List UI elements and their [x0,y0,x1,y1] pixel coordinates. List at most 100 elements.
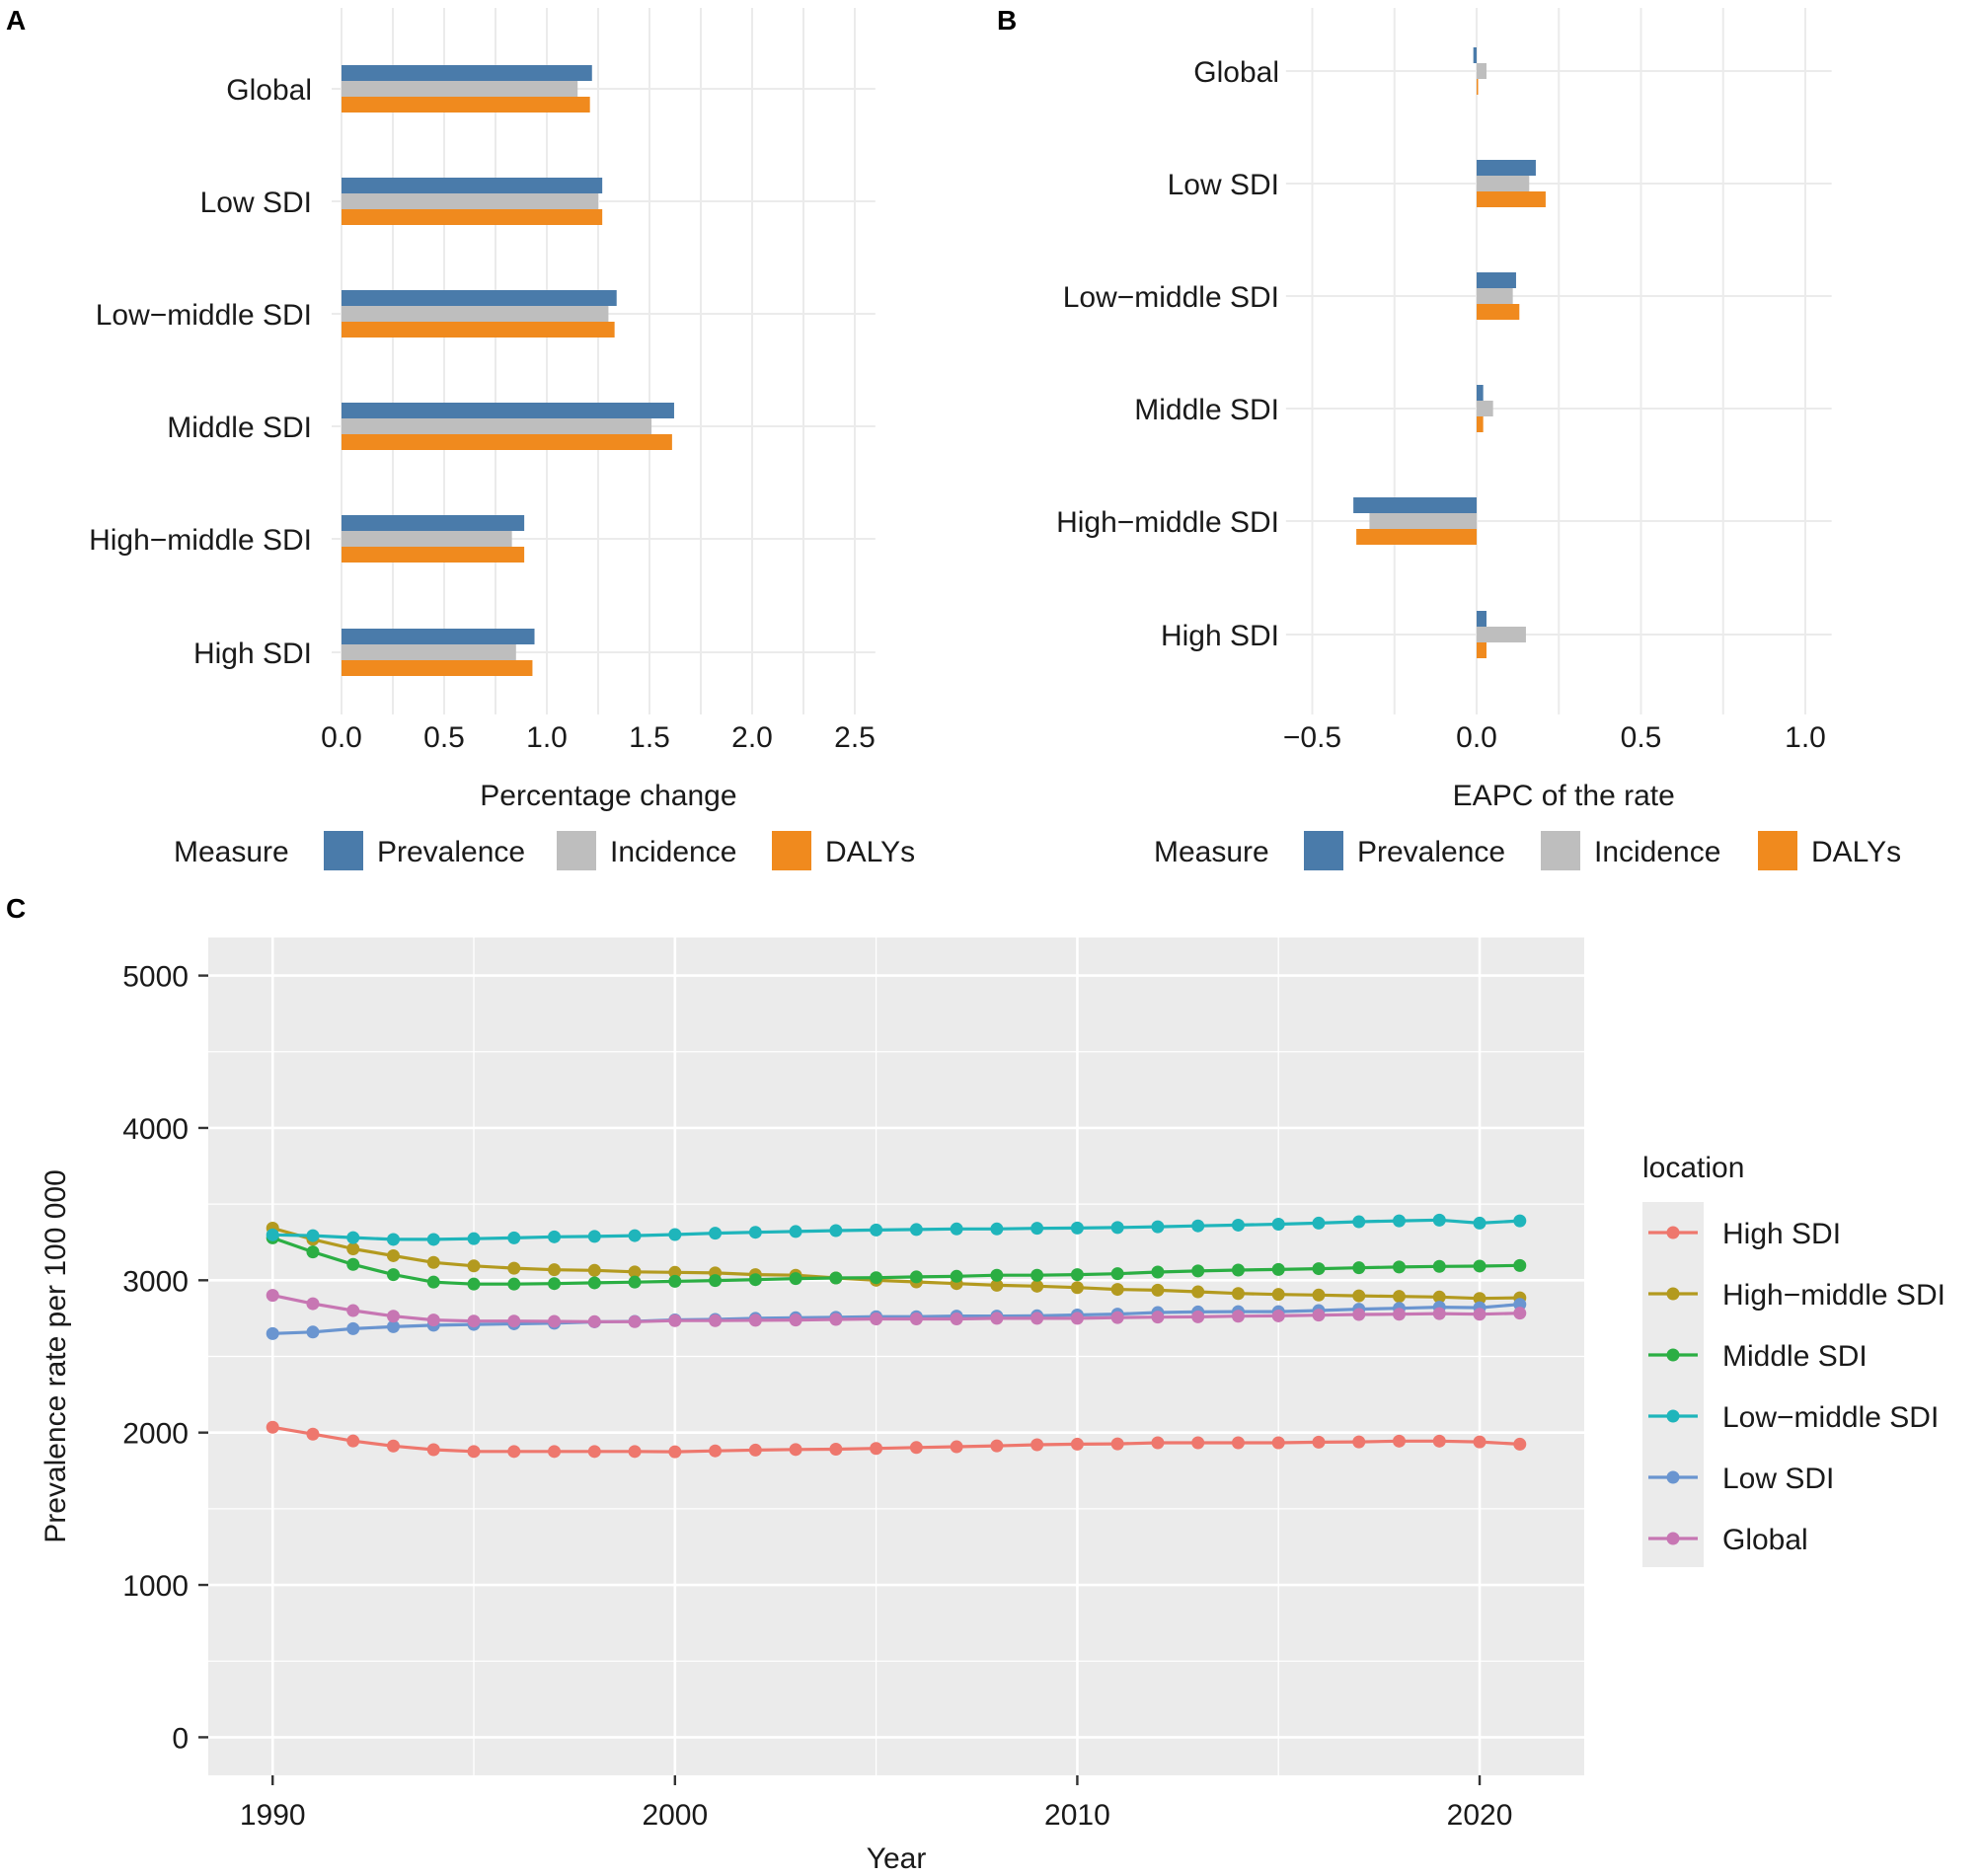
legend-label-prevalence: Prevalence [1357,836,1505,868]
x-tick-label: 0.5 [1621,721,1662,754]
panel-a: A Global Low SDI Low−middle SDI Middle SDI H… [6,5,915,870]
x-tick-label: 2.5 [834,721,876,754]
y-tick-label: 1000 [122,1570,189,1603]
data-point-low-middle-sdi-2018 [1393,1214,1407,1228]
data-point-low-middle-sdi-2020 [1473,1216,1486,1230]
data-point-low-middle-sdi-1998 [587,1230,601,1243]
bar-prevalence-global [342,65,592,81]
legend-key-point-middle-sdi [1666,1348,1680,1362]
bar-dalys-low-sdi [342,209,603,225]
data-point-high-middle-sdi-2000 [668,1265,682,1279]
legend-label-dalys: DALYs [1811,836,1901,868]
data-point-high-sdi-2016 [1312,1435,1326,1449]
data-point-global-2016 [1312,1309,1326,1322]
bar-dalys-global [342,97,590,113]
panel-a-legend: Measure Prevalence Incidence DALYs [174,831,915,870]
data-point-high-middle-sdi-1996 [507,1261,521,1275]
data-point-middle-sdi-2017 [1352,1261,1366,1275]
data-point-low-middle-sdi-1999 [628,1229,642,1242]
data-point-high-sdi-2006 [909,1441,923,1455]
data-point-middle-sdi-1993 [386,1268,400,1282]
data-point-low-sdi-1992 [346,1321,360,1335]
legend-label-high-middle-sdi: High−middle SDI [1722,1279,1945,1312]
data-point-middle-sdi-2002 [748,1273,762,1287]
data-point-low-middle-sdi-1996 [507,1231,521,1244]
x-tick-label: 0.0 [1456,721,1497,754]
y-tick-label: 5000 [122,961,189,994]
bar-dalys-high-sdi [1477,642,1486,658]
data-point-high-middle-sdi-2016 [1312,1288,1326,1302]
data-point-global-2010 [1070,1312,1084,1325]
data-point-global-2014 [1231,1310,1245,1323]
data-point-middle-sdi-2000 [668,1274,682,1288]
panel-b-x-tick-labels: −0.5 0.0 0.5 1.0 [1283,721,1826,754]
panel-a-bars [342,65,674,676]
data-point-middle-sdi-2005 [870,1271,883,1285]
legend-label-low-middle-sdi: Low−middle SDI [1722,1401,1939,1434]
data-point-middle-sdi-2003 [789,1272,802,1286]
legend-label-middle-sdi: Middle SDI [1722,1340,1868,1373]
data-point-global-2008 [990,1312,1004,1325]
data-point-low-middle-sdi-2008 [990,1222,1004,1236]
data-point-high-sdi-2015 [1271,1436,1285,1450]
data-point-low-sdi-2021 [1513,1298,1527,1312]
y-tick-label: 3000 [122,1265,189,1298]
data-point-global-2012 [1151,1311,1165,1324]
bar-prevalence-low-middle-sdi [342,290,617,306]
legend-label-dalys: DALYs [825,836,915,868]
category-label-low-middle-sdi: Low−middle SDI [96,299,312,332]
bar-incidence-middle-sdi [342,418,652,434]
panel-a-category-labels: Global Low SDI Low−middle SDI Middle SDI Hig… [89,74,312,670]
data-point-middle-sdi-1999 [628,1275,642,1289]
legend-label-prevalence: Prevalence [377,836,525,868]
data-point-low-middle-sdi-2017 [1352,1215,1366,1229]
series-line-low-sdi [272,1303,1520,1335]
data-point-middle-sdi-2011 [1110,1267,1124,1281]
data-point-low-middle-sdi-1990 [266,1228,279,1241]
data-point-high-middle-sdi-2013 [1191,1285,1205,1299]
x-tick-label: 0.0 [321,721,362,754]
data-point-global-2019 [1432,1307,1446,1320]
category-label-high-sdi: High SDI [1161,620,1279,652]
category-label-global: Global [226,74,312,107]
data-point-high-middle-sdi-2014 [1231,1287,1245,1301]
bar-dalys-middle-sdi [1477,416,1484,432]
data-point-low-middle-sdi-2014 [1231,1218,1245,1232]
series-line-global [271,1294,1520,1323]
panel-c-y-axis-title: Prevalence rate per 100 000 [39,1169,72,1543]
category-label-middle-sdi: Middle SDI [167,412,312,444]
bar-dalys-low-sdi [1477,191,1546,207]
data-point-high-middle-sdi-2011 [1110,1283,1124,1297]
legend-label-incidence: Incidence [1594,836,1720,868]
bar-incidence-high-middle-sdi [1369,513,1477,529]
data-point-high-middle-sdi-1994 [426,1255,440,1269]
bar-incidence-high-sdi [1477,627,1526,642]
data-point-low-middle-sdi-2016 [1312,1216,1326,1230]
data-point-low-middle-sdi-2005 [870,1223,883,1237]
legend-key-incidence [1541,831,1580,870]
data-point-global-1994 [426,1313,440,1327]
data-point-high-middle-sdi-2017 [1352,1289,1366,1303]
data-point-low-sdi-1991 [306,1325,320,1339]
data-point-high-sdi-1995 [467,1445,481,1459]
data-point-high-sdi-2009 [1030,1438,1044,1452]
data-point-low-middle-sdi-2011 [1110,1221,1124,1235]
series-low-middle-sdi [266,1213,1527,1246]
panel-c-y-tick-labels: 0 1000 2000 3000 4000 5000 [122,961,208,1755]
legend-label-low-sdi: Low SDI [1722,1463,1834,1495]
data-point-global-2018 [1393,1308,1407,1321]
bar-incidence-middle-sdi [1477,401,1493,416]
bar-incidence-global [342,81,578,97]
data-point-high-middle-sdi-1995 [467,1259,481,1273]
data-point-high-sdi-1998 [587,1445,601,1459]
data-point-middle-sdi-2006 [909,1270,923,1284]
data-point-high-middle-sdi-2019 [1432,1290,1446,1304]
bar-incidence-low-sdi [1477,176,1530,191]
data-point-high-sdi-2007 [950,1440,963,1454]
bar-prevalence-high-sdi [342,629,535,644]
category-label-high-middle-sdi: High−middle SDI [1056,506,1279,539]
data-point-high-middle-sdi-2012 [1151,1283,1165,1297]
data-point-low-middle-sdi-2003 [789,1225,802,1238]
bar-incidence-low-middle-sdi [342,306,609,322]
bar-prevalence-high-sdi [1477,611,1486,627]
